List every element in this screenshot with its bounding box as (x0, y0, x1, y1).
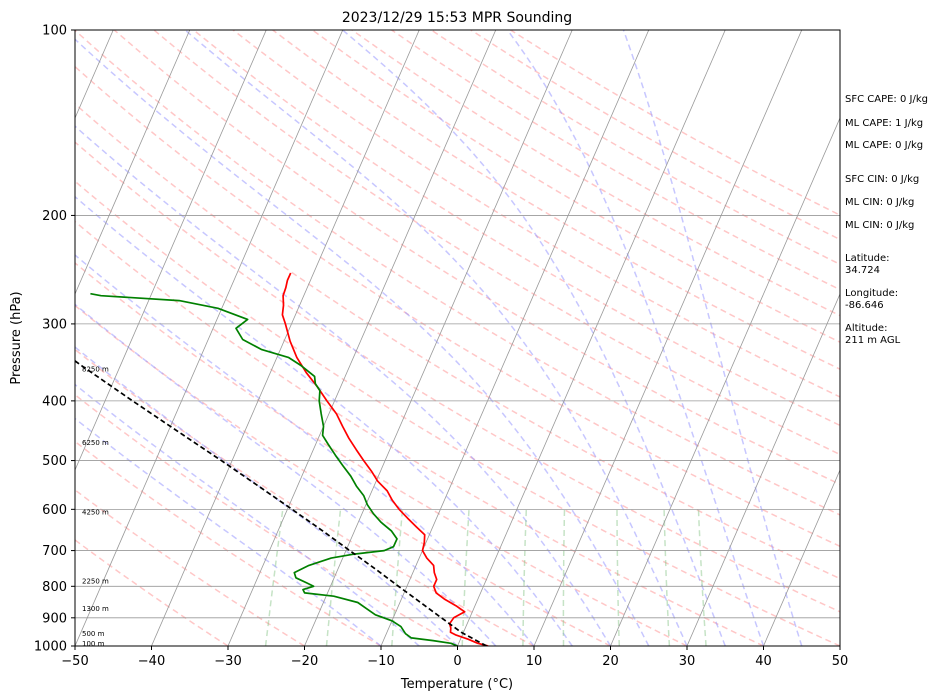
annotation-text: ML CIN: 0 J/kg (845, 220, 914, 231)
y-axis-label: Pressure (hPa) (9, 291, 24, 384)
series-line-2 (75, 359, 488, 646)
dry-adiabat (351, 30, 840, 317)
moist-adiabat (75, 195, 573, 646)
dry-adiabat (75, 440, 382, 646)
x-axis: −50 −40 −30 −20 −10 0 10 20 30 40 50 (61, 646, 848, 669)
height-label: 2250 m (82, 578, 109, 586)
x-axis-label: Temperature (°C) (400, 677, 513, 692)
y-tick-label: 300 (42, 317, 67, 332)
x-tick-label: 20 (602, 654, 619, 669)
annotation-text: 34.724 (845, 265, 880, 276)
isotherm (763, 468, 840, 646)
y-tick-label: 900 (42, 611, 67, 626)
isotherm (151, 30, 420, 646)
x-tick-label: −20 (291, 654, 318, 669)
series-line-1 (90, 292, 458, 646)
x-tick-label: 10 (526, 654, 543, 669)
moist-adiabat (75, 346, 459, 646)
moist-adiabat (342, 30, 726, 646)
x-tick-label: −50 (61, 654, 88, 669)
x-tick-label: 40 (755, 654, 772, 669)
dry-adiabat (311, 30, 840, 343)
isotherm (304, 30, 573, 646)
moist-adiabat (75, 38, 650, 646)
annotation-text: Latitude: (845, 253, 890, 264)
moist-adiabat (75, 417, 382, 646)
moist-adiabat (75, 303, 497, 646)
isotherm (75, 30, 191, 296)
moist-adiabat (75, 383, 420, 646)
isotherm (686, 292, 840, 646)
isotherm (380, 30, 650, 646)
height-label: 100 m (82, 640, 105, 648)
dry-adiabat (75, 304, 611, 646)
y-tick-label: 700 (42, 544, 67, 559)
dry-adiabat (75, 30, 840, 516)
sounding-traces (75, 272, 489, 646)
annotation-text: ML CAPE: 1 J/kg (845, 118, 923, 129)
isotherm (227, 30, 497, 646)
y-tick-label: 100 (42, 24, 67, 39)
isotherm (610, 116, 840, 646)
y-tick-label: 400 (42, 394, 67, 409)
isotherm (75, 30, 344, 646)
background-lines (75, 30, 840, 646)
dry-adiabat (75, 65, 840, 548)
height-label: 8250 m (82, 365, 109, 373)
moist-adiabat (622, 30, 803, 646)
y-tick-label: 800 (42, 580, 67, 595)
moist-adiabat (506, 30, 765, 646)
height-label: 1300 m (82, 605, 109, 613)
height-label: 4250 m (82, 509, 109, 517)
dry-adiabat (75, 262, 688, 646)
dry-adiabat (193, 30, 840, 427)
x-tick-label: −30 (214, 654, 241, 669)
annotation-text: ML CAPE: 0 J/kg (845, 140, 923, 151)
x-tick-label: 30 (679, 654, 696, 669)
plot-background (75, 30, 840, 646)
dry-adiabat (75, 102, 840, 580)
chart-title: 2023/12/29 15:53 MPR Sounding (342, 10, 572, 26)
isotherm (457, 30, 726, 646)
x-tick-label: −10 (367, 654, 394, 669)
annotation-text: Longitude: (845, 288, 898, 299)
annotation-text: 211 m AGL (845, 335, 901, 346)
y-tick-label: 600 (42, 503, 67, 518)
y-tick-label: 200 (42, 209, 67, 224)
moist-adiabat (75, 125, 612, 646)
height-label: 500 m (82, 630, 105, 638)
isotherm (533, 30, 803, 646)
dry-adiabat (153, 30, 840, 456)
y-tick-label: 1000 (34, 640, 67, 655)
x-tick-label: 50 (832, 654, 849, 669)
annotation-text: -86.646 (845, 300, 884, 311)
annotation-text: Altitude: (845, 323, 887, 334)
annotation-text: SFC CAPE: 0 J/kg (845, 94, 928, 105)
dry-adiabat (75, 220, 764, 646)
moist-adiabat (184, 30, 688, 646)
moist-adiabat (75, 254, 535, 646)
dry-adiabat (75, 488, 305, 646)
x-tick-label: 0 (453, 654, 461, 669)
annotation-text: ML CIN: 0 J/kg (845, 197, 914, 208)
height-labels: 8250 m 6250 m 4250 m 2250 m 1300 m 500 m 100 m (82, 365, 109, 647)
series-line-0 (281, 272, 489, 646)
height-label: 6250 m (82, 439, 109, 447)
y-axis: 100 200 300 400 500 600 700 800 900 1000 (34, 24, 75, 655)
annotation-text: SFC CIN: 0 J/kg (845, 174, 919, 185)
x-tick-label: −40 (138, 654, 165, 669)
dry-adiabat (75, 348, 535, 646)
y-tick-label: 500 (42, 454, 67, 469)
sounding-parameters: SFC CAPE: 0 J/kg ML CAPE: 1 J/kg ML CAPE: … (845, 94, 928, 346)
dry-adiabat (75, 393, 458, 646)
isotherm (75, 30, 267, 472)
dry-adiabat (75, 180, 840, 646)
